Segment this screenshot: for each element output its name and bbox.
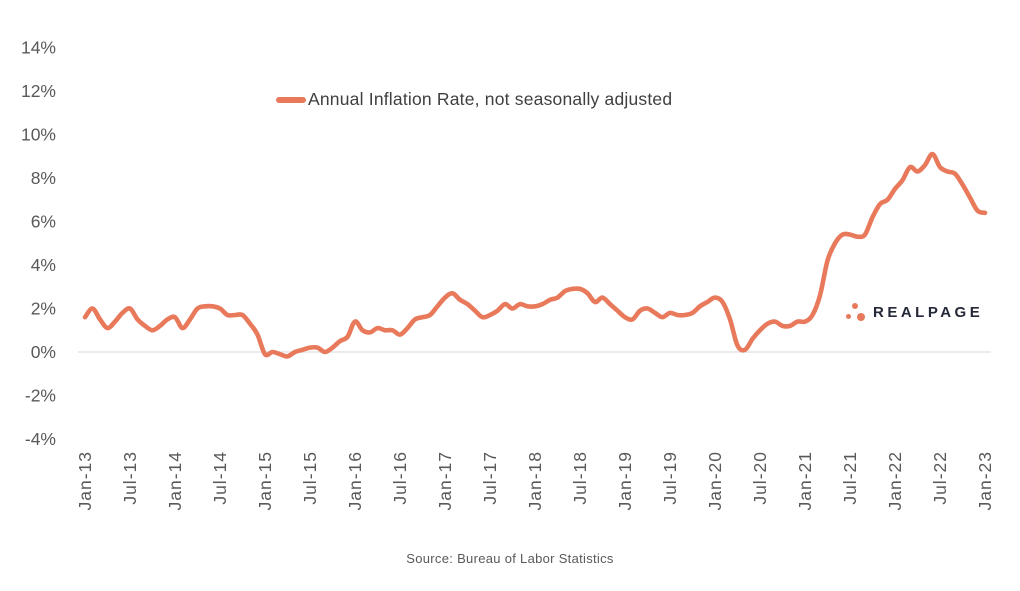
- y-axis-tick-label: 8%: [31, 168, 56, 188]
- realpage-logo: REALPAGE: [845, 301, 983, 323]
- y-axis-tick-label: -4%: [25, 429, 56, 449]
- x-axis-tick-label: Jan-16: [345, 451, 365, 511]
- x-axis-tick-label: Jan-14: [165, 451, 185, 511]
- y-axis-tick-label: 6%: [31, 212, 56, 232]
- source-note: Source: Bureau of Labor Statistics: [406, 551, 614, 566]
- x-axis-tick-label: Jul-17: [480, 451, 500, 505]
- x-axis-tick-label: Jul-14: [210, 451, 230, 505]
- x-axis-tick-label: Jan-13: [75, 451, 95, 511]
- x-axis-tick-label: Jul-22: [930, 451, 950, 505]
- x-axis-tick-label: Jul-21: [840, 451, 860, 505]
- x-axis-tick-label: Jan-21: [795, 451, 815, 511]
- x-axis-tick-label: Jan-19: [615, 451, 635, 511]
- three-dots-icon: [845, 301, 866, 323]
- y-axis-tick-label: 0%: [31, 342, 56, 362]
- y-axis-tick-label: -2%: [25, 386, 56, 406]
- x-axis-tick-label: Jan-17: [435, 451, 455, 511]
- x-axis-tick-label: Jul-16: [390, 451, 410, 505]
- x-axis-tick-label: Jan-22: [885, 451, 905, 511]
- y-axis: 14% 12% 10% 8% 6% 4% 2% 0% -2% -4%: [21, 38, 56, 450]
- legend-label: Annual Inflation Rate, not seasonally ad…: [308, 89, 673, 109]
- inflation-line: [82, 151, 988, 359]
- x-axis: Jan-13 Jul-13 Jan-14 Jul-14 Jan-15 Jul-15 Jan-…: [75, 451, 995, 511]
- y-axis-tick-label: 12%: [21, 81, 56, 101]
- x-axis-tick-label: Jul-18: [570, 451, 590, 505]
- y-axis-tick-label: 10%: [21, 125, 56, 145]
- x-axis-tick-label: Jul-13: [120, 451, 140, 505]
- x-axis-tick-label: Jan-15: [255, 451, 275, 511]
- legend-line-swatch: [276, 96, 306, 103]
- x-axis-tick-label: Jul-19: [660, 451, 680, 505]
- x-axis-tick-label: Jul-20: [750, 451, 770, 505]
- y-axis-tick-label: 2%: [31, 299, 56, 319]
- x-axis-tick-label: Jan-20: [705, 451, 725, 511]
- legend: Annual Inflation Rate, not seasonally ad…: [276, 89, 672, 110]
- x-axis-tick-label: Jul-15: [300, 451, 320, 505]
- x-axis-tick-label: Jan-18: [525, 451, 545, 511]
- y-axis-tick-label: 14%: [21, 38, 56, 58]
- x-axis-tick-label: Jan-23: [975, 451, 995, 511]
- y-axis-tick-label: 4%: [31, 255, 56, 275]
- logo-wordmark: REALPAGE: [873, 303, 984, 321]
